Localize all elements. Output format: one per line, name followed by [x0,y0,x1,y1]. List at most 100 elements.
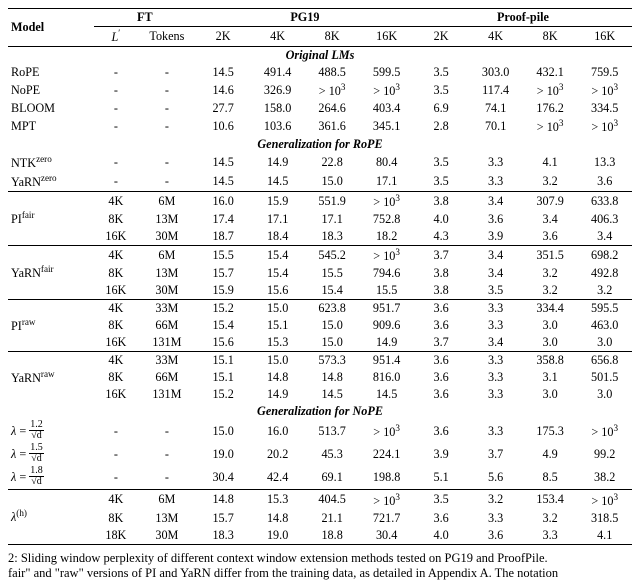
orig-0-L: - [94,64,138,81]
orig-2-pr-3: 334.5 [577,100,632,117]
rope-pi-fair-2-pg-2: 18.3 [305,228,360,246]
orig-1-pg-3: > 103 [359,81,414,100]
nope-lam-h-2-pg-0: 18.3 [196,527,251,545]
rope-pi-raw-0-tokens: 33M [138,300,196,318]
colgroup-ft: FT [94,9,196,27]
rope-yarn-raw-0-pg-1: 15.0 [250,352,305,370]
rope-zero-1-L: - [94,172,138,192]
col-pr-8k: 8K [523,27,578,47]
rope-pi-fair-2-tokens: 30M [138,228,196,246]
orig-1-pr-2: > 103 [523,81,578,100]
orig-3-pr-0: 2.8 [414,117,469,136]
rope-yarn-raw-1-pr-1: 3.3 [468,369,523,386]
rope-pi-raw-0-pr-2: 334.4 [523,300,578,318]
orig-1-pg-2: > 103 [305,81,360,100]
rope-yarn-fair-0-pr-0: 3.7 [414,246,469,266]
rope-pi-raw-2-pr-0: 3.7 [414,334,469,352]
rope-yarn-raw-0-pg-0: 15.1 [196,352,251,370]
nope-lam-h-1-pr-1: 3.3 [468,510,523,527]
nope-lam-0-L: - [94,420,138,443]
rope-pi-fair-0-pr-2: 307.9 [523,192,578,212]
rope-pi-fair-1-pg-3: 752.8 [359,211,414,228]
nope-lam-2-pg-0: 30.4 [196,466,251,490]
rope-pi-raw-2-pg-0: 15.6 [196,334,251,352]
nope-lam-1-pr-0: 3.9 [414,443,469,466]
nope-lam-h-1-L: 8K [94,510,138,527]
rope-yarn-fair-0-pr-2: 351.5 [523,246,578,266]
nope-lam-0-pg-3: > 103 [359,420,414,443]
rope-pi-raw-1-pr-3: 463.0 [577,317,632,334]
rope-pi-raw-0-pg-2: 623.8 [305,300,360,318]
orig-3-L: - [94,117,138,136]
rope-yarn-raw-0-pg-2: 573.3 [305,352,360,370]
nope-lam-h-0-pr-3: > 103 [577,490,632,510]
nope-lam-0-pg-1: 16.0 [250,420,305,443]
rope-yarn-raw-0-L: 4K [94,352,138,370]
col-pr-4k: 4K [468,27,523,47]
nope-lam-2-pg-3: 198.8 [359,466,414,490]
orig-1-model: NoPE [8,81,94,100]
nope-lam-1-pg-0: 19.0 [196,443,251,466]
rope-yarn-fair-0-pg-1: 15.4 [250,246,305,266]
rope-pi-raw-1-pr-1: 3.3 [468,317,523,334]
rope-zero-1-pr-0: 3.5 [414,172,469,192]
nope-lam-h-0-pg-3: > 103 [359,490,414,510]
rope-pi-fair-model: PIfair [8,192,94,246]
nope-lam-2-pg-2: 69.1 [305,466,360,490]
nope-lam-h-2-L: 18K [94,527,138,545]
orig-2-pg-2: 264.6 [305,100,360,117]
orig-2-L: - [94,100,138,117]
rope-yarn-raw-1-L: 8K [94,369,138,386]
rope-zero-1-pg-3: 17.1 [359,172,414,192]
rope-yarn-fair-2-pr-2: 3.2 [523,282,578,300]
rope-zero-0-pr-1: 3.3 [468,153,523,172]
nope-lam-h-1-pr-0: 3.6 [414,510,469,527]
colgroup-proof: Proof-pile [414,9,632,27]
col-pg-4k: 4K [250,27,305,47]
rope-yarn-fair-0-pr-1: 3.4 [468,246,523,266]
results-table: ModelFTPG19Proof-pileL′Tokens2K4K8K16K2K… [8,8,632,545]
section-rope: Generalization for RoPE [8,136,632,153]
rope-pi-raw-model: PIraw [8,300,94,352]
rope-pi-fair-2-L: 16K [94,228,138,246]
orig-0-pr-0: 3.5 [414,64,469,81]
rope-yarn-fair-0-pg-2: 545.2 [305,246,360,266]
rope-zero-1-pr-3: 3.6 [577,172,632,192]
rope-zero-0-pr-2: 4.1 [523,153,578,172]
rope-yarn-raw-2-pg-2: 14.5 [305,386,360,403]
rope-yarn-raw-2-L: 16K [94,386,138,403]
rope-yarn-fair-0-pg-3: > 103 [359,246,414,266]
rope-pi-raw-0-pg-0: 15.2 [196,300,251,318]
rope-yarn-raw-1-pr-3: 501.5 [577,369,632,386]
rope-pi-raw-2-pr-1: 3.4 [468,334,523,352]
rope-pi-raw-0-pg-1: 15.0 [250,300,305,318]
nope-lam-1-L: - [94,443,138,466]
nope-lam-0-pg-2: 513.7 [305,420,360,443]
nope-lam-h-2-pr-3: 4.1 [577,527,632,545]
col-pr-16k: 16K [577,27,632,47]
rope-zero-0-pr-0: 3.5 [414,153,469,172]
rope-zero-1-pr-1: 3.3 [468,172,523,192]
nope-lam-1-pr-2: 4.9 [523,443,578,466]
nope-lam-2-pr-0: 5.1 [414,466,469,490]
nope-lam-1-pg-1: 20.2 [250,443,305,466]
rope-yarn-raw-1-pg-1: 14.8 [250,369,305,386]
rope-yarn-fair-0-L: 4K [94,246,138,266]
rope-zero-1-pg-0: 14.5 [196,172,251,192]
rope-yarn-raw-1-pr-2: 3.1 [523,369,578,386]
section-original: Original LMs [8,47,632,64]
orig-1-pg-0: 14.6 [196,81,251,100]
rope-pi-fair-2-pr-1: 3.9 [468,228,523,246]
rope-pi-fair-0-pg-0: 16.0 [196,192,251,212]
rope-zero-0-pg-3: 80.4 [359,153,414,172]
rope-yarn-fair-1-pr-2: 3.2 [523,265,578,282]
rope-yarn-fair-1-pr-1: 3.4 [468,265,523,282]
rope-pi-raw-0-pg-3: 951.7 [359,300,414,318]
nope-lam-1-pr-3: 99.2 [577,443,632,466]
nope-lam-2-pr-1: 5.6 [468,466,523,490]
rope-pi-fair-1-L: 8K [94,211,138,228]
nope-lam-h-1-pg-0: 15.7 [196,510,251,527]
orig-1-pg-1: 326.9 [250,81,305,100]
rope-zero-0-L: - [94,153,138,172]
colgroup-pg19: PG19 [196,9,414,27]
